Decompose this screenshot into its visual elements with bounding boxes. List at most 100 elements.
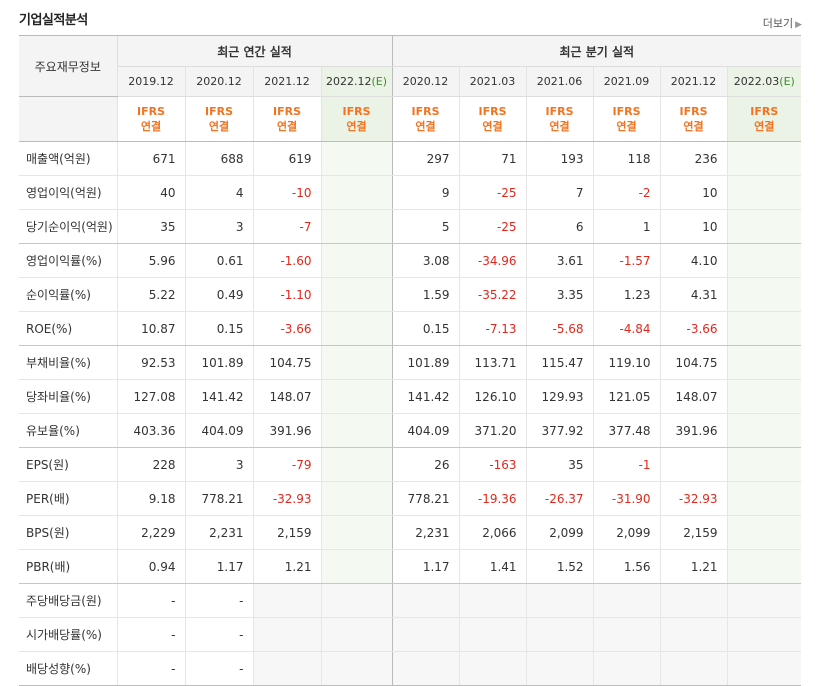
table-cell: [726, 617, 802, 652]
table-cell: [726, 209, 802, 244]
table-cell: -5.68: [525, 311, 594, 346]
table-cell: 6: [525, 209, 594, 244]
table-cell: 1.59: [391, 277, 460, 312]
table-cell: [320, 651, 393, 686]
table-cell: 0.94: [116, 549, 185, 584]
table-row: 순이익률(%) 5.22 0.49 -1.10 1.59 -35.22 3.35 1.23 4.…: [19, 277, 802, 312]
table-cell: 193: [525, 141, 594, 176]
table-row: 당좌비율(%) 127.08 141.42 148.07 141.42 126.10 129…: [19, 379, 802, 414]
table-cell: 3: [184, 209, 253, 244]
table-cell: 1.21: [659, 549, 728, 584]
table-cell: -7: [252, 209, 321, 244]
ifrs-label: IFRS: [137, 105, 165, 118]
table-cell: [320, 447, 393, 482]
table-cell: -1.60: [252, 243, 321, 278]
table-cell: 1.17: [391, 549, 460, 584]
period-header: 2021.12: [659, 66, 728, 97]
table-cell: 0.15: [184, 311, 253, 346]
table-cell: -: [116, 617, 185, 652]
table-cell: -: [116, 583, 185, 618]
table-cell: -25: [458, 209, 527, 244]
table-row: 시가배당률(%) - -: [19, 617, 802, 652]
period-label: 2021.06: [536, 75, 583, 88]
table-cell: 688: [184, 141, 253, 176]
table-row: 영업이익률(%) 5.96 0.61 -1.60 3.08 -34.96 3.61 -1.57…: [19, 243, 802, 278]
table-cell: 104.75: [659, 345, 728, 380]
table-cell: 671: [116, 141, 185, 176]
table-cell: [659, 447, 728, 482]
row-label: PER(배): [19, 481, 117, 516]
table-cell: [320, 481, 393, 516]
table-cell: 1.21: [252, 549, 321, 584]
table-cell: 1: [592, 209, 661, 244]
table-cell: [320, 141, 393, 176]
table-cell: 5: [391, 209, 460, 244]
table-cell: -32.93: [659, 481, 728, 516]
accounting-standard: IFRS 연결: [592, 96, 661, 142]
consolidated-label: 연결: [754, 120, 775, 133]
accounting-standard: IFRS 연결: [116, 96, 185, 142]
table-cell: 148.07: [659, 379, 728, 414]
table-cell: [458, 651, 527, 686]
table-cell: 92.53: [116, 345, 185, 380]
table-cell: 4.31: [659, 277, 728, 312]
table-cell: -: [184, 651, 253, 686]
table-cell: 2,231: [184, 515, 253, 550]
ifrs-label: IFRS: [273, 105, 301, 118]
table-cell: -7.13: [458, 311, 527, 346]
row-label: 매출액(억원): [19, 141, 117, 176]
table-cell: [726, 515, 802, 550]
table-cell: 4: [184, 175, 253, 210]
table-row: 매출액(억원) 671 688 619 297 71 193 118 236: [19, 141, 802, 176]
table-cell: [320, 345, 393, 380]
row-label: 당좌비율(%): [19, 379, 117, 414]
more-link[interactable]: 더보기 ▶: [763, 15, 802, 31]
accounting-standard: IFRS 연결: [659, 96, 728, 142]
table-cell: [525, 583, 594, 618]
row-label: BPS(원): [19, 515, 117, 550]
period-header: 2019.12: [116, 66, 185, 97]
table-cell: [726, 243, 802, 278]
table-cell: [320, 277, 393, 312]
table-cell: 297: [391, 141, 460, 176]
consolidated-label: 연결: [208, 120, 230, 133]
table-cell: -79: [252, 447, 321, 482]
table-cell: 121.05: [592, 379, 661, 414]
row-label: PBR(배): [19, 549, 117, 584]
ifrs-label: IFRS: [612, 105, 641, 118]
row-label: 배당성향(%): [19, 651, 117, 686]
table-cell: [320, 379, 393, 414]
table-cell: 115.47: [525, 345, 594, 380]
table-cell: -1.57: [592, 243, 661, 278]
table-cell: -2: [592, 175, 661, 210]
table-cell: -: [184, 583, 253, 618]
row-label: 영업이익률(%): [19, 243, 117, 278]
table-cell: [320, 311, 393, 346]
table-cell: -1: [592, 447, 661, 482]
table-cell: 0.61: [184, 243, 253, 278]
consolidated-label: 연결: [482, 120, 503, 133]
table-cell: 778.21: [184, 481, 253, 516]
quarter-group-header: 최근 분기 실적: [391, 35, 802, 67]
table-cell: [726, 413, 802, 448]
row-label: ROE(%): [19, 311, 117, 346]
table-cell: [320, 583, 393, 618]
table-cell: 7: [525, 175, 594, 210]
table-cell: 5.22: [116, 277, 185, 312]
consolidated-label: 연결: [346, 120, 367, 133]
table-cell: 1.23: [592, 277, 661, 312]
row-label: 순이익률(%): [19, 277, 117, 312]
table-cell: 1.17: [184, 549, 253, 584]
table-cell: 0.15: [391, 311, 460, 346]
period-header: 2021.03: [458, 66, 527, 97]
ifrs-label: IFRS: [342, 105, 371, 118]
table-cell: [252, 617, 321, 652]
row-label: 시가배당률(%): [19, 617, 117, 652]
period-header: 2021.12: [252, 66, 321, 97]
table-cell: 371.20: [458, 413, 527, 448]
table-cell: -19.36: [458, 481, 527, 516]
table-cell: [726, 311, 802, 346]
table-row: 당기순이익(억원) 35 3 -7 5 -25 6 1 10: [19, 209, 802, 244]
ifrs-label: IFRS: [750, 105, 779, 118]
table-cell: [659, 583, 728, 618]
